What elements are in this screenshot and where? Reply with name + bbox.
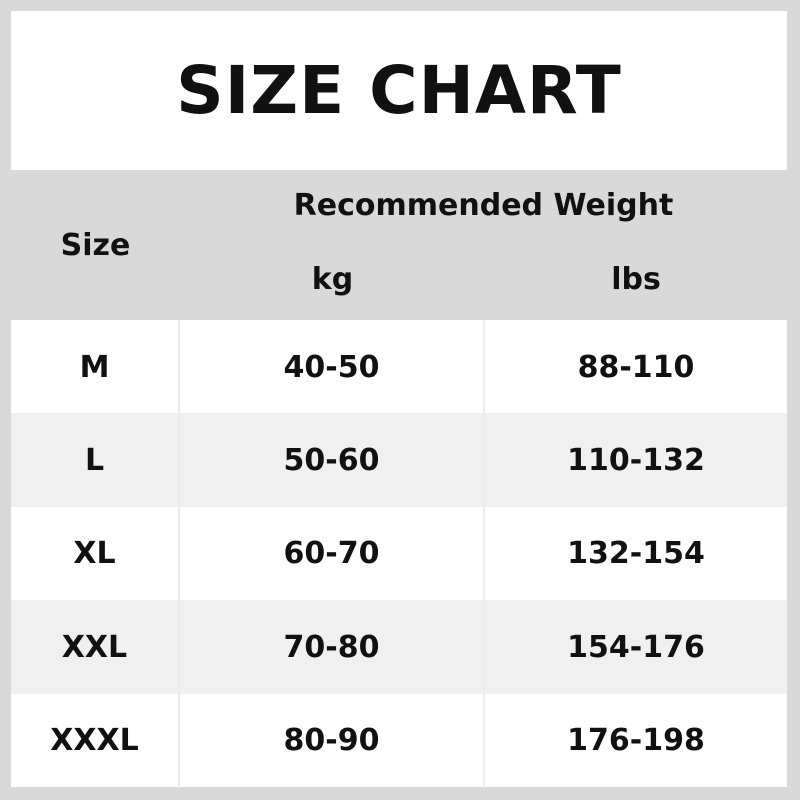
kg-cell: 70-80	[180, 600, 485, 695]
size-cell: M	[11, 320, 180, 414]
header-kg: kg	[311, 262, 354, 297]
table-row: XXXL 80-90 176-198	[11, 693, 787, 788]
size-cell: L	[11, 413, 180, 508]
table-row: L 50-60 110-132	[11, 413, 787, 508]
table-row: M 40-50 88-110	[11, 320, 787, 414]
page-title: SIZE CHART	[176, 52, 622, 129]
lbs-cell: 110-132	[567, 442, 705, 478]
header-recommended-weight: Recommended Weight	[293, 188, 674, 223]
kg-cell: 60-70	[180, 506, 485, 601]
size-cell: XL	[11, 506, 180, 601]
kg-cell: 80-90	[180, 693, 485, 788]
table-row: XXL 70-80 154-176	[11, 600, 787, 695]
lbs-cell: 88-110	[577, 349, 695, 385]
lbs-cell: 132-154	[567, 536, 705, 572]
size-cell: XXL	[11, 600, 180, 695]
kg-cell: 50-60	[180, 413, 485, 508]
header-size: Size	[60, 227, 131, 263]
header-lbs: lbs	[611, 262, 661, 297]
table-header: Size Recommended Weight kg lbs	[11, 170, 787, 320]
table-row: XL 60-70 132-154	[11, 506, 787, 601]
lbs-cell: 154-176	[567, 629, 705, 665]
size-cell: XXXL	[11, 693, 180, 788]
size-chart: SIZE CHART Size Recommended Weight kg lb…	[11, 11, 787, 788]
kg-cell: 40-50	[180, 320, 485, 414]
lbs-cell: 176-198	[567, 723, 705, 759]
